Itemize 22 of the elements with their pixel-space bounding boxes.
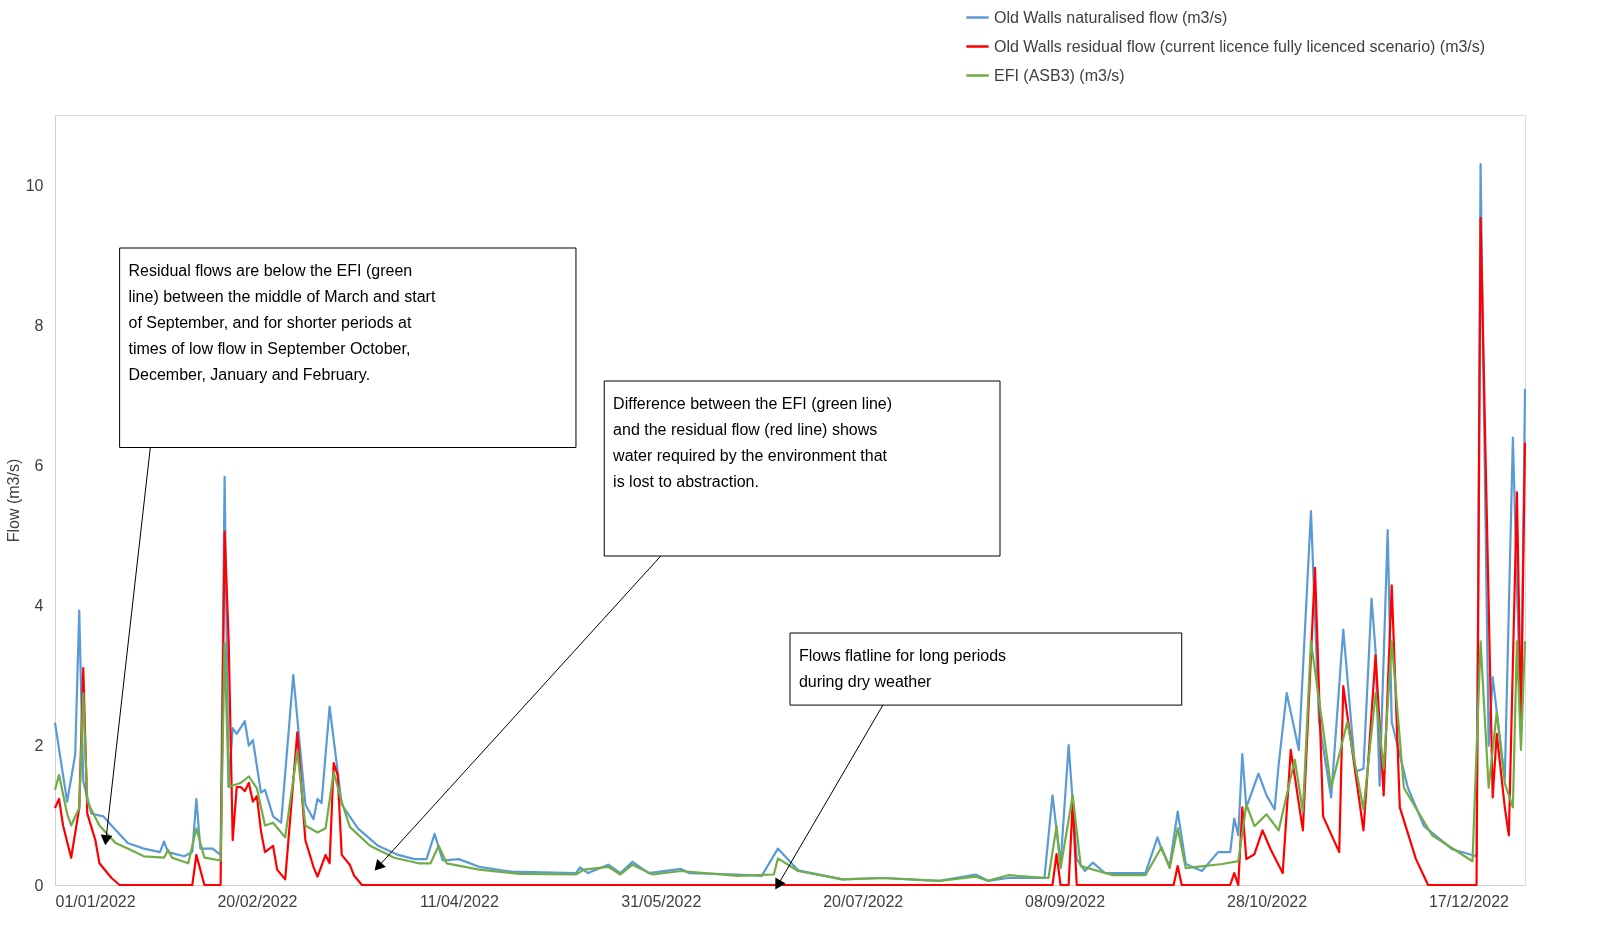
y-tick-label: 0: [34, 876, 44, 894]
legend-label: Old Walls naturalised flow (m3/s): [994, 8, 1228, 26]
y-tick-label: 2: [34, 736, 44, 754]
annotation: Difference between the EFI (green line) and the residual flow (red line) shows water required by the environment that is lost to abstraction.: [612, 395, 893, 491]
y-tick-label: 10: [25, 176, 44, 194]
legend-label: Old Walls residual flow (current licence fully licenced scenario) (m3/s): [994, 37, 1486, 55]
annotation: Residual flows are below the EFI (green line) between the middle of March and start of September, and for shorter periods at times of low flow in September October, December, January and February.: [128, 262, 436, 384]
x-tick-label: 01/01/2022: [55, 892, 136, 910]
y-tick-label: 4: [34, 596, 44, 614]
y-axis-title: Flow (m3/s): [4, 458, 22, 543]
x-tick-label: 11/04/2022: [419, 892, 499, 910]
x-tick-label: 17/12/2022: [1428, 892, 1510, 910]
y-tick-label: 8: [34, 316, 44, 334]
line-series: [53, 640, 1527, 882]
annotation: Flows flatline for long periods during dry weather: [798, 647, 1007, 691]
legend-label: EFI (ASB3) (m3/s): [994, 66, 1125, 84]
x-tick-label: 08/09/2022: [1025, 892, 1106, 910]
x-tick-label: 20/07/2022: [823, 892, 904, 910]
x-tick-label: 28/10/2022: [1227, 892, 1308, 910]
x-tick-label: 31/05/2022: [621, 892, 702, 910]
x-tick-label: 20/02/2022: [217, 892, 298, 910]
y-tick-label: 6: [34, 456, 44, 474]
